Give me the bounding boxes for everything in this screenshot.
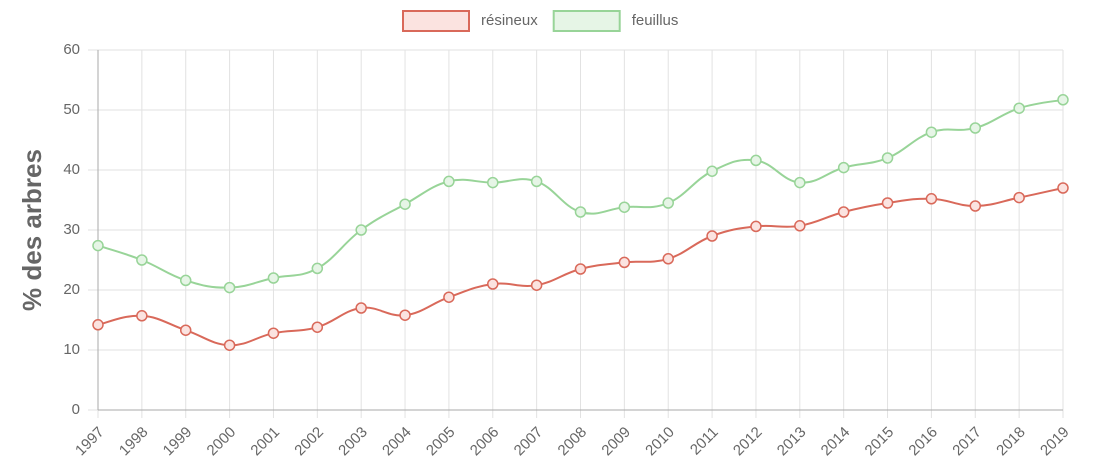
x-tick-label: 2002 (291, 424, 327, 460)
x-tick-label: 2005 (423, 424, 459, 460)
data-point (223, 281, 236, 294)
x-tick-label: 2018 (993, 424, 1029, 460)
data-point (750, 154, 762, 167)
data-point (443, 175, 455, 188)
x-tick-label: 2011 (687, 424, 722, 459)
data-point (530, 279, 543, 291)
legend-label: résineux (481, 12, 538, 29)
data-point (311, 262, 324, 275)
data-point (1057, 182, 1069, 194)
x-tick-label: 2006 (467, 424, 503, 460)
data-point (487, 176, 499, 189)
data-point (750, 220, 762, 233)
data-point (530, 175, 543, 188)
y-tick-label: 50 (63, 101, 80, 118)
y-tick-label: 60 (63, 41, 80, 58)
x-tick-label: 2004 (379, 424, 415, 460)
data-point (179, 324, 192, 336)
x-tick-label: 2016 (905, 424, 941, 460)
data-point (487, 278, 499, 290)
x-tick-label: 2000 (204, 424, 240, 460)
x-tick-label: 2008 (555, 424, 591, 460)
legend-swatch (552, 10, 621, 32)
y-tick-label: 30 (63, 221, 80, 238)
data-point (794, 176, 806, 189)
data-point (311, 321, 324, 333)
data-point (267, 327, 280, 339)
data-point (837, 161, 850, 174)
x-tick-label: 2013 (774, 424, 810, 460)
data-point (399, 309, 411, 321)
data-point (136, 254, 148, 266)
x-tick-label: 1998 (116, 424, 152, 460)
data-point (881, 197, 894, 209)
data-point (837, 206, 850, 218)
data-point (1057, 94, 1069, 106)
data-point (706, 230, 718, 242)
x-tick-label: 2007 (511, 424, 547, 460)
x-tick-label: 2009 (598, 424, 634, 460)
legend-swatch (402, 10, 470, 32)
data-point (267, 272, 280, 284)
y-tick-label: 0 (72, 401, 80, 418)
x-tick-label: 2019 (1037, 424, 1073, 460)
data-point (618, 256, 631, 269)
data-point (662, 197, 674, 209)
data-point (136, 310, 148, 322)
data-point (794, 220, 806, 232)
x-tick-label: 1997 (72, 424, 108, 460)
data-point (969, 200, 982, 212)
data-point (881, 152, 894, 164)
data-point (574, 206, 587, 218)
data-point (969, 122, 982, 134)
data-point (574, 263, 587, 275)
x-tick-label: 2015 (862, 424, 898, 460)
y-axis-label: % des arbres (17, 149, 47, 311)
data-point (443, 291, 455, 303)
x-tick-label: 2001 (247, 424, 283, 460)
data-point (399, 198, 411, 210)
data-point (1013, 102, 1025, 114)
data-point (925, 126, 938, 138)
x-tick-label: 2003 (335, 424, 371, 460)
data-point (1013, 191, 1025, 204)
x-tick-label: 2010 (642, 424, 678, 460)
y-tick-label: 10 (63, 341, 80, 358)
data-point (662, 253, 674, 265)
data-point (92, 319, 104, 331)
data-point (92, 239, 104, 252)
data-point (706, 165, 718, 177)
x-tick-label: 2012 (730, 424, 766, 460)
x-tick-label: 2017 (949, 424, 985, 460)
x-tick-label: 2014 (818, 424, 854, 460)
legend-label: feuillus (632, 12, 679, 29)
x-tick-label: 1999 (160, 424, 196, 460)
y-tick-label: 20 (63, 281, 80, 298)
data-point (355, 302, 367, 314)
data-point (925, 193, 938, 205)
data-point (355, 224, 367, 236)
y-tick-label: 40 (63, 161, 80, 178)
data-point (618, 201, 631, 213)
data-point (179, 274, 192, 287)
data-point (223, 339, 236, 351)
